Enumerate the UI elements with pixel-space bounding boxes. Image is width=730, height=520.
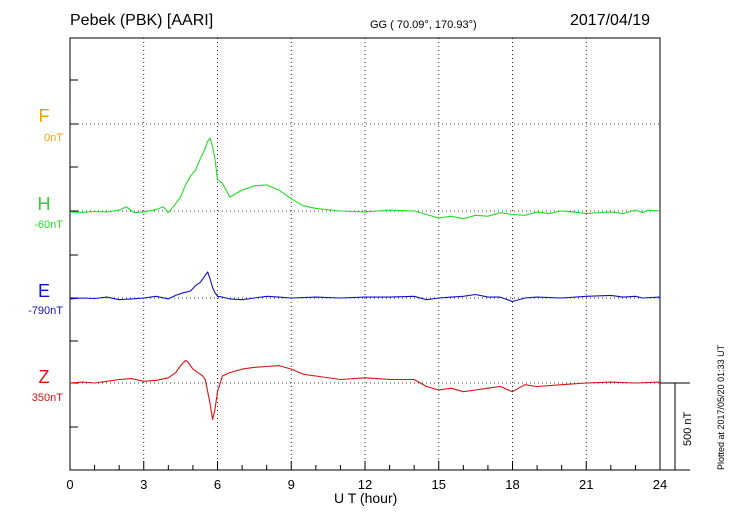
x-tick-label: 18 <box>505 477 519 492</box>
channel-z-label: Z <box>38 367 50 387</box>
trace-layer <box>69 137 661 421</box>
x-tick-label: 24 <box>653 477 667 492</box>
channel-f-offset: 0nT <box>44 132 63 144</box>
x-tick-label: 12 <box>358 477 372 492</box>
channel-f-label: F <box>38 106 50 126</box>
geographic-coordinates: GG ( 70.09°, 170.93°) <box>370 19 477 31</box>
x-tick-label: 21 <box>579 477 593 492</box>
x-tick-label: 9 <box>288 477 295 492</box>
tick-layer <box>69 79 690 471</box>
x-tick-label: 15 <box>432 477 446 492</box>
x-tick-label: 3 <box>140 477 147 492</box>
trace-z <box>69 359 661 421</box>
channel-h-label: H <box>37 194 51 214</box>
record-date: 2017/04/19 <box>570 12 651 29</box>
x-axis-label: U T (hour) <box>334 490 398 506</box>
trace-h <box>69 137 661 220</box>
plotted-timestamp: Plotted at 2017/05/20 01:33 UT <box>716 344 726 470</box>
trace-e <box>69 271 661 303</box>
station-title: Pebek (PBK) [AARI] <box>70 12 214 29</box>
scale-bar-label: 500 nT <box>682 411 694 446</box>
x-tick-label: 6 <box>214 477 221 492</box>
label-layer: 0 3 6 9 12 15 18 21 24 <box>66 477 667 492</box>
grid-layer <box>69 37 661 471</box>
channel-e-offset: -790nT <box>28 305 63 317</box>
channel-z-offset: 350nT <box>31 392 63 404</box>
channel-e-label: E <box>37 281 50 301</box>
channel-h-offset: -60nT <box>34 219 63 231</box>
x-tick-label: 0 <box>66 477 73 492</box>
